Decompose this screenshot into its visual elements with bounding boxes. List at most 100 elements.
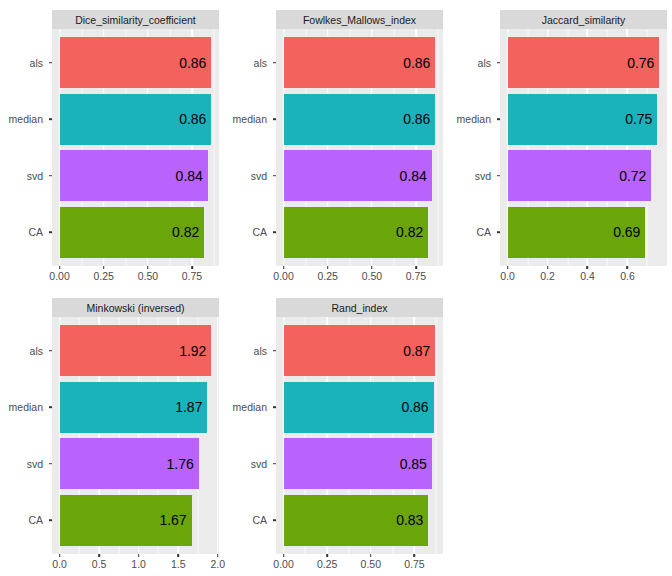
x-axis-tick-label: 0.25 bbox=[94, 271, 114, 282]
bar-value-label: 1.67 bbox=[159, 513, 186, 527]
x-tick-mark bbox=[177, 554, 179, 557]
facet-fowlkes-mallows-index: Fowlkes_Mallows_indexals median svd CA 0.86 0… bbox=[224, 0, 448, 288]
bar-median: 1.87 bbox=[60, 382, 208, 433]
bar-median: 0.86 bbox=[284, 382, 434, 433]
bar-value-label: 0.82 bbox=[396, 225, 423, 239]
x-axis-tick-label: 0.75 bbox=[404, 559, 424, 570]
bar-value-label: 0.72 bbox=[619, 169, 646, 183]
x-axis-tick-label: 0.00 bbox=[273, 559, 293, 570]
bar-value-label: 0.87 bbox=[403, 344, 430, 358]
y-axis-label: CA bbox=[476, 227, 491, 238]
bar-value-label: 1.92 bbox=[179, 344, 206, 358]
y-axis-label: CA bbox=[28, 227, 43, 238]
bar-als: 0.86 bbox=[284, 37, 436, 88]
bar-ca: 0.82 bbox=[60, 207, 205, 258]
x-axis-tick-label: 1.0 bbox=[131, 559, 146, 570]
facet-title: Rand_index bbox=[276, 298, 443, 317]
bar-svd: 0.84 bbox=[284, 150, 432, 201]
y-axis: alsmediansvdCA bbox=[448, 29, 500, 266]
y-axis-label: svd bbox=[251, 458, 267, 469]
x-tick-mark bbox=[191, 266, 193, 269]
facet-title: Jaccard_similarity bbox=[500, 10, 667, 29]
x-axis-tick-label: 0.25 bbox=[318, 271, 338, 282]
x-axis: 0.00 0.25 0.50 0.75 bbox=[276, 554, 443, 576]
bar-als: 0.87 bbox=[284, 325, 436, 376]
x-axis: 0.00.51.01.52.0 bbox=[52, 554, 219, 576]
y-axis-label: svd bbox=[27, 170, 43, 181]
x-tick-mark bbox=[103, 266, 105, 269]
y-axis-label: CA bbox=[252, 515, 267, 526]
bar-value-label: 1.87 bbox=[175, 400, 202, 414]
bar-value-label: 0.84 bbox=[176, 169, 203, 183]
y-axis: als median svd CA bbox=[0, 317, 52, 554]
y-axis-label: als bbox=[254, 346, 267, 357]
bar-median: 0.75 bbox=[508, 94, 658, 145]
bar-svd: 1.76 bbox=[60, 438, 199, 489]
bar-value-label: 0.86 bbox=[179, 56, 206, 70]
y-axis-label: median bbox=[9, 402, 43, 413]
bar-ca: 0.69 bbox=[508, 207, 646, 258]
bar-value-label: 0.86 bbox=[179, 112, 206, 126]
x-tick-mark bbox=[59, 554, 61, 557]
bar-value-label: 0.83 bbox=[396, 513, 423, 527]
x-axis-tick-label: 0.2 bbox=[540, 271, 555, 282]
bar-value-label: 0.84 bbox=[400, 169, 427, 183]
y-axis-label: median bbox=[9, 114, 43, 125]
plot-panel: 0.87 0.86 0.85 0.83 bbox=[276, 317, 443, 554]
x-tick-mark bbox=[370, 554, 372, 557]
bar-value-label: 0.82 bbox=[172, 225, 199, 239]
x-axis: 0.000.250.500.75 bbox=[52, 266, 219, 288]
bar-svd: 0.72 bbox=[508, 150, 652, 201]
bar-als: 0.86 bbox=[60, 37, 212, 88]
y-axis-label: CA bbox=[28, 515, 43, 526]
bar-als: 0.76 bbox=[508, 37, 660, 88]
y-axis-label: svd bbox=[475, 170, 491, 181]
x-tick-mark bbox=[507, 266, 509, 269]
bar-ca: 0.83 bbox=[284, 495, 429, 546]
y-axis-label: svd bbox=[251, 170, 267, 181]
y-axis: als median svd CA bbox=[224, 29, 276, 266]
bar-svd: 0.85 bbox=[284, 438, 432, 489]
y-axis-label: als bbox=[30, 346, 43, 357]
x-tick-mark bbox=[147, 266, 149, 269]
y-axis-label: als bbox=[254, 58, 267, 69]
bar-median: 0.86 bbox=[60, 94, 212, 145]
bar-value-label: 0.85 bbox=[400, 457, 427, 471]
x-axis-tick-label: 0.75 bbox=[182, 271, 202, 282]
x-axis-tick-label: 0.25 bbox=[317, 559, 337, 570]
x-tick-mark bbox=[98, 554, 100, 557]
x-tick-mark bbox=[627, 266, 629, 269]
x-axis-tick-label: 0.50 bbox=[361, 559, 381, 570]
gridline-minor bbox=[438, 29, 439, 266]
facet-jaccard-similarity: Jaccard_similarityalsmediansvdCA0.760.75… bbox=[448, 0, 672, 288]
x-axis-tick-label: 0.00 bbox=[273, 271, 293, 282]
x-tick-mark bbox=[283, 554, 285, 557]
y-axis-label: als bbox=[30, 58, 43, 69]
x-tick-mark bbox=[327, 266, 329, 269]
y-axis-label: median bbox=[457, 114, 491, 125]
x-axis-tick-label: 2.0 bbox=[210, 559, 225, 570]
x-tick-mark bbox=[217, 554, 219, 557]
facet-title: Fowlkes_Mallows_index bbox=[276, 10, 443, 29]
y-axis-label: svd bbox=[27, 458, 43, 469]
y-axis-label: median bbox=[233, 114, 267, 125]
facet-dice-similarity-coefficient: Dice_similarity_coefficientalsmediansvdC… bbox=[0, 0, 224, 288]
bar-ca: 1.67 bbox=[60, 495, 192, 546]
x-axis-tick-label: 0.0 bbox=[52, 559, 67, 570]
plot-panel: 0.76 0.75 0.72 0.69 bbox=[500, 29, 667, 266]
x-tick-mark bbox=[283, 266, 285, 269]
y-axis: alsmediansvdCA bbox=[224, 317, 276, 554]
plot-panel: 0.86 0.86 0.84 0.82 bbox=[52, 29, 219, 266]
bar-value-label: 1.76 bbox=[166, 457, 193, 471]
bar-value-label: 0.76 bbox=[627, 56, 654, 70]
x-axis-tick-label: 0.50 bbox=[362, 271, 382, 282]
bar-value-label: 0.86 bbox=[401, 400, 428, 414]
bar-median: 0.86 bbox=[284, 94, 436, 145]
facet-rand-index: Rand_indexalsmediansvdCA0.870.860.850.83… bbox=[224, 288, 448, 576]
x-tick-mark bbox=[371, 266, 373, 269]
y-axis-label: CA bbox=[252, 227, 267, 238]
x-axis-tick-label: 0.4 bbox=[580, 271, 595, 282]
x-tick-mark bbox=[414, 554, 416, 557]
x-axis-tick-label: 1.5 bbox=[171, 559, 186, 570]
x-tick-mark bbox=[59, 266, 61, 269]
